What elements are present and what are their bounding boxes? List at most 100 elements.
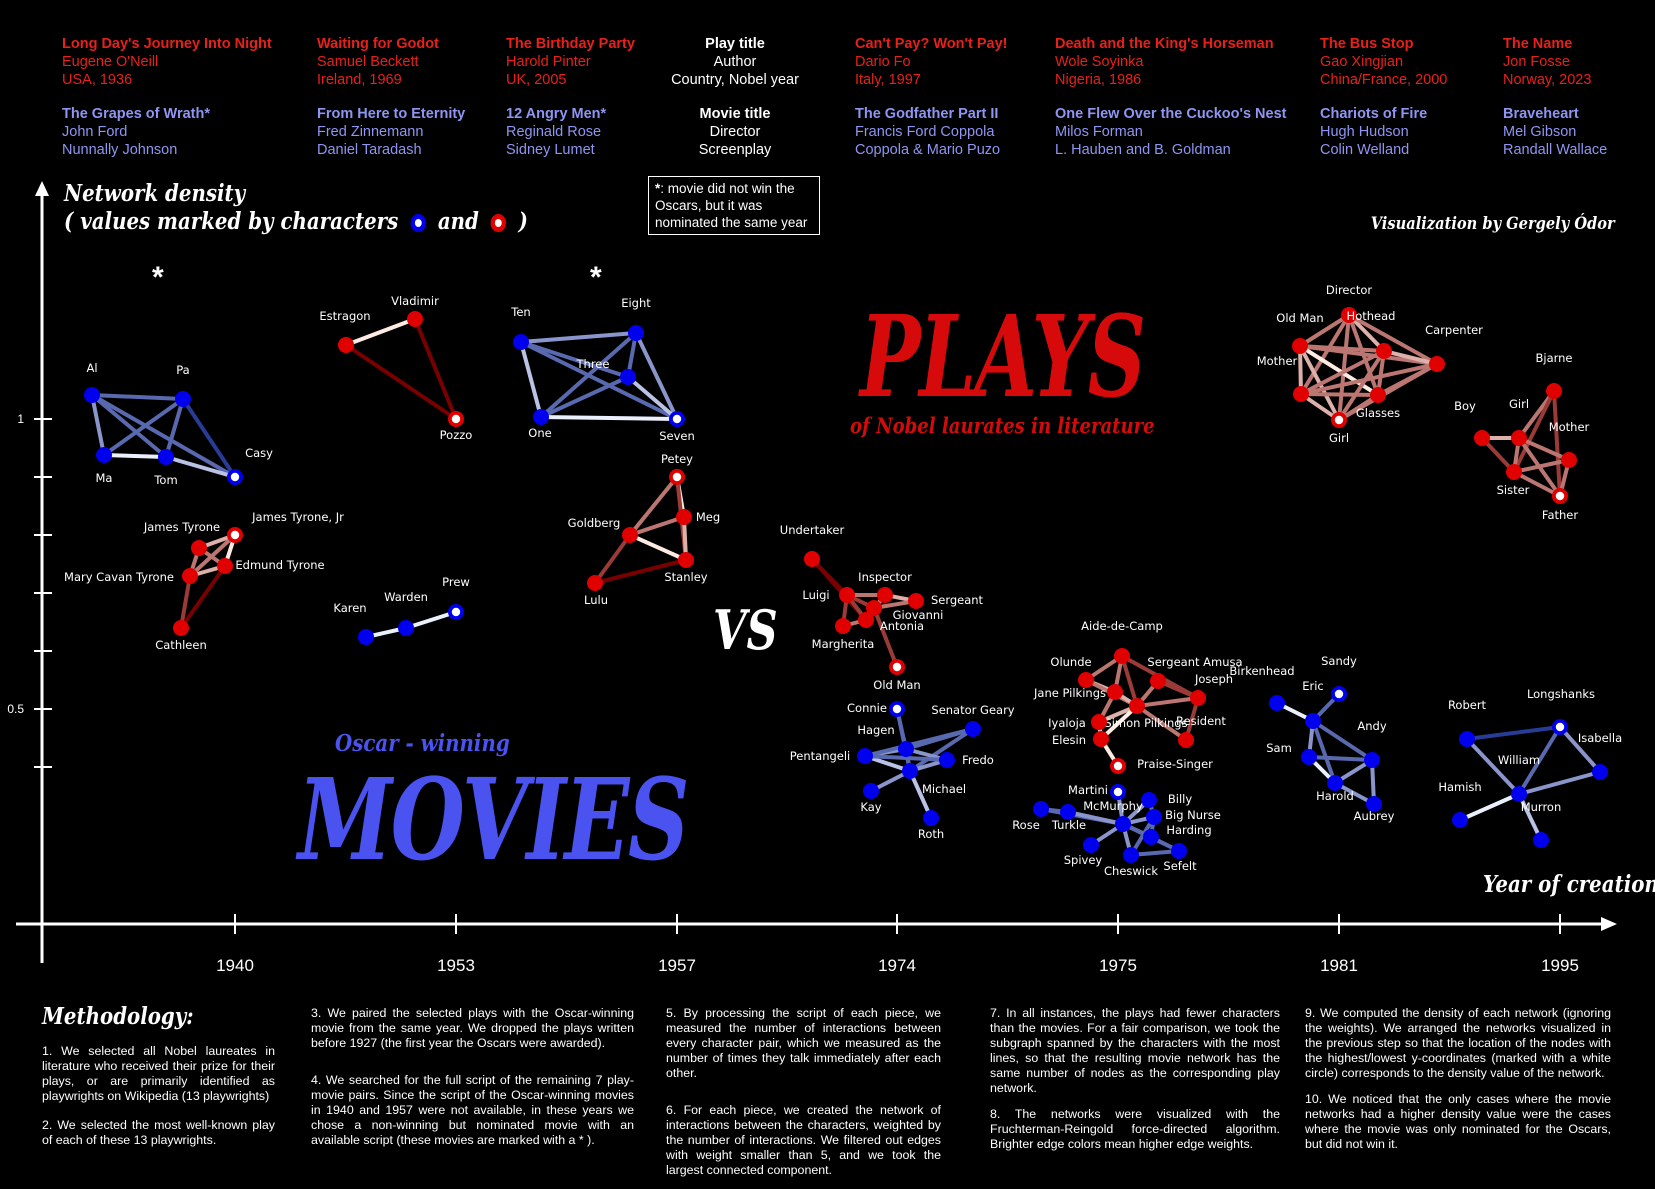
methodology-step-10: 10. We noticed that the only cases where…: [1305, 1092, 1611, 1151]
nominated-marker-1957: *: [590, 261, 602, 294]
x-axis-arrow: [1601, 917, 1617, 931]
movie-1995-node: [1459, 731, 1475, 747]
play-info-1995: The Name Jon Fosse Norway, 2023: [1503, 35, 1591, 89]
movie-1974-node: [965, 721, 981, 737]
play-1953-node-label: Estragon: [319, 309, 370, 323]
plays-subtitle: of Nobel laurates in literature: [850, 413, 1155, 438]
methodology-col-2: 3. We paired the selected plays with the…: [311, 1006, 634, 1159]
play-1957-node-label: Stanley: [664, 570, 707, 584]
play-1974-extreme-marker: [892, 662, 902, 672]
movie-1975-node: [1083, 837, 1099, 853]
play-1940-edge: [188, 533, 237, 578]
play-1957-node-label: Goldberg: [568, 516, 621, 530]
movie-director: Mel Gibson: [1503, 124, 1577, 140]
blue-marker-icon: [410, 214, 426, 232]
play-title: The Bus Stop: [1320, 36, 1414, 52]
movie-1974-node-label: Roth: [918, 827, 944, 841]
play-1940-node-label: James Tyrone: [143, 520, 220, 534]
play-1953-edge: [344, 317, 417, 347]
play-1974-node: [858, 612, 874, 628]
play-1957-edge: [593, 533, 632, 585]
play-1975-extreme-marker: [1113, 761, 1123, 771]
movie-1974-extreme-marker: [892, 704, 902, 714]
movie-1981-node-label: Sam: [1266, 741, 1292, 755]
play-1974-node: [877, 587, 893, 603]
play-author: Gao Xingjian: [1320, 54, 1404, 70]
movie-1975-extreme-marker: [1113, 787, 1123, 797]
play-1995-node-label: Father: [1542, 508, 1578, 522]
y-subtitle-part-a: ( values marked by characters: [64, 208, 399, 235]
play-1940-node-label: James Tyrone, Jr: [251, 510, 344, 524]
y-axis-subtitle: ( values marked by characters and ): [64, 208, 528, 235]
play-title: Long Day's Journey Into Night: [62, 36, 272, 52]
movie-screenplay: L. Hauben and B. Goldman: [1055, 142, 1231, 158]
play-origin: UK, 2005: [506, 72, 567, 88]
play-1981-edge: [1337, 313, 1351, 422]
x-tick-label: 1957: [658, 956, 696, 975]
movie-1974-node: [863, 783, 879, 799]
movie-1974-node-label: Pentangeli: [790, 749, 851, 763]
play-1975-node: [1093, 731, 1109, 747]
movie-1953-node-label: Prew: [442, 575, 470, 589]
movie-1975-node: [1146, 809, 1162, 825]
play-1953-node: [338, 337, 354, 353]
movie-1953-node: [358, 629, 374, 645]
play-1975-node-label: Resident: [1176, 714, 1226, 728]
play-1981-edge: [1299, 313, 1351, 396]
play-1995-node: [1561, 452, 1577, 468]
play-1974-node: [835, 618, 851, 634]
movie-screenplay: Sidney Lumet: [506, 142, 595, 158]
play-1957-node: [587, 575, 603, 591]
methodology-step-2: 2. We selected the most well-known play …: [42, 1118, 275, 1147]
play-1995-extreme-marker: [1555, 491, 1565, 501]
play-1975-node-label: Elesin: [1052, 733, 1086, 747]
play-author: Jon Fosse: [1503, 54, 1570, 70]
play-1975-node: [1114, 648, 1130, 664]
play-1981-node-label: Director: [1326, 283, 1372, 297]
play-author: Samuel Beckett: [317, 54, 419, 70]
movie-info-1995: Braveheart Mel Gibson Randall Wallace: [1503, 105, 1607, 159]
movie-director: Reginald Rose: [506, 124, 602, 140]
play-1995-node: [1546, 383, 1562, 399]
movie-1975-node: [1171, 843, 1187, 859]
play-1981-edge: [1347, 313, 1439, 366]
movie-1974-node: [857, 748, 873, 764]
movie-1940-edge: [164, 397, 185, 459]
x-tick-label: 1975: [1099, 956, 1137, 975]
methodology-step-1: 1. We selected all Nobel laureates in li…: [42, 1044, 275, 1103]
play-1981-edge: [1347, 313, 1386, 353]
movie-1957-node: [513, 334, 529, 350]
movie-1995-node: [1592, 764, 1608, 780]
movie-director: John Ford: [62, 124, 128, 140]
movie-1974-edge: [863, 727, 975, 758]
play-title: Death and the King's Horseman: [1055, 36, 1274, 52]
methodology-title: Methodology:: [42, 1003, 194, 1030]
play-info-1953: Waiting for Godot Samuel Beckett Ireland…: [317, 35, 439, 89]
movie-1995-extreme-marker: [1555, 722, 1565, 732]
play-1974-node-label: Old Man: [873, 678, 920, 692]
play-1940-edge: [179, 564, 227, 630]
movie-1975-node: [1123, 847, 1139, 863]
play-1974-node-label: Giovanni: [893, 608, 944, 622]
movie-1995-edge: [1517, 792, 1543, 842]
movie-1940-edge: [164, 455, 237, 479]
movie-1995-node-label: Robert: [1448, 698, 1487, 712]
legend-play-title: Play title: [705, 36, 765, 52]
play-1981-edge: [1298, 344, 1380, 397]
methodology-col-1: 1. We selected all Nobel laureates in li…: [42, 1044, 275, 1159]
movie-1957-node-label: Three: [576, 357, 610, 371]
play-1974-node-label: Antonia: [880, 619, 924, 633]
play-1995-node-label: Boy: [1454, 399, 1476, 413]
play-1995-node-label: Bjarne: [1535, 351, 1572, 365]
play-1995-node: [1511, 430, 1527, 446]
play-1975-node-label: Simon Pilkings: [1104, 716, 1187, 730]
movie-1940-node: [96, 447, 112, 463]
methodology-step-7: 7. In all instances, the plays had fewer…: [990, 1006, 1280, 1095]
movie-1975-node-label: Cheswick: [1104, 864, 1158, 878]
movie-1981-node: [1327, 775, 1343, 791]
movie-title: Chariots of Fire: [1320, 106, 1428, 122]
movie-1957-extreme-marker: [672, 414, 682, 424]
movie-1975-node: [1033, 801, 1049, 817]
play-1975-node-label: Praise-Singer: [1137, 757, 1213, 771]
movie-1940-edge: [102, 397, 185, 457]
